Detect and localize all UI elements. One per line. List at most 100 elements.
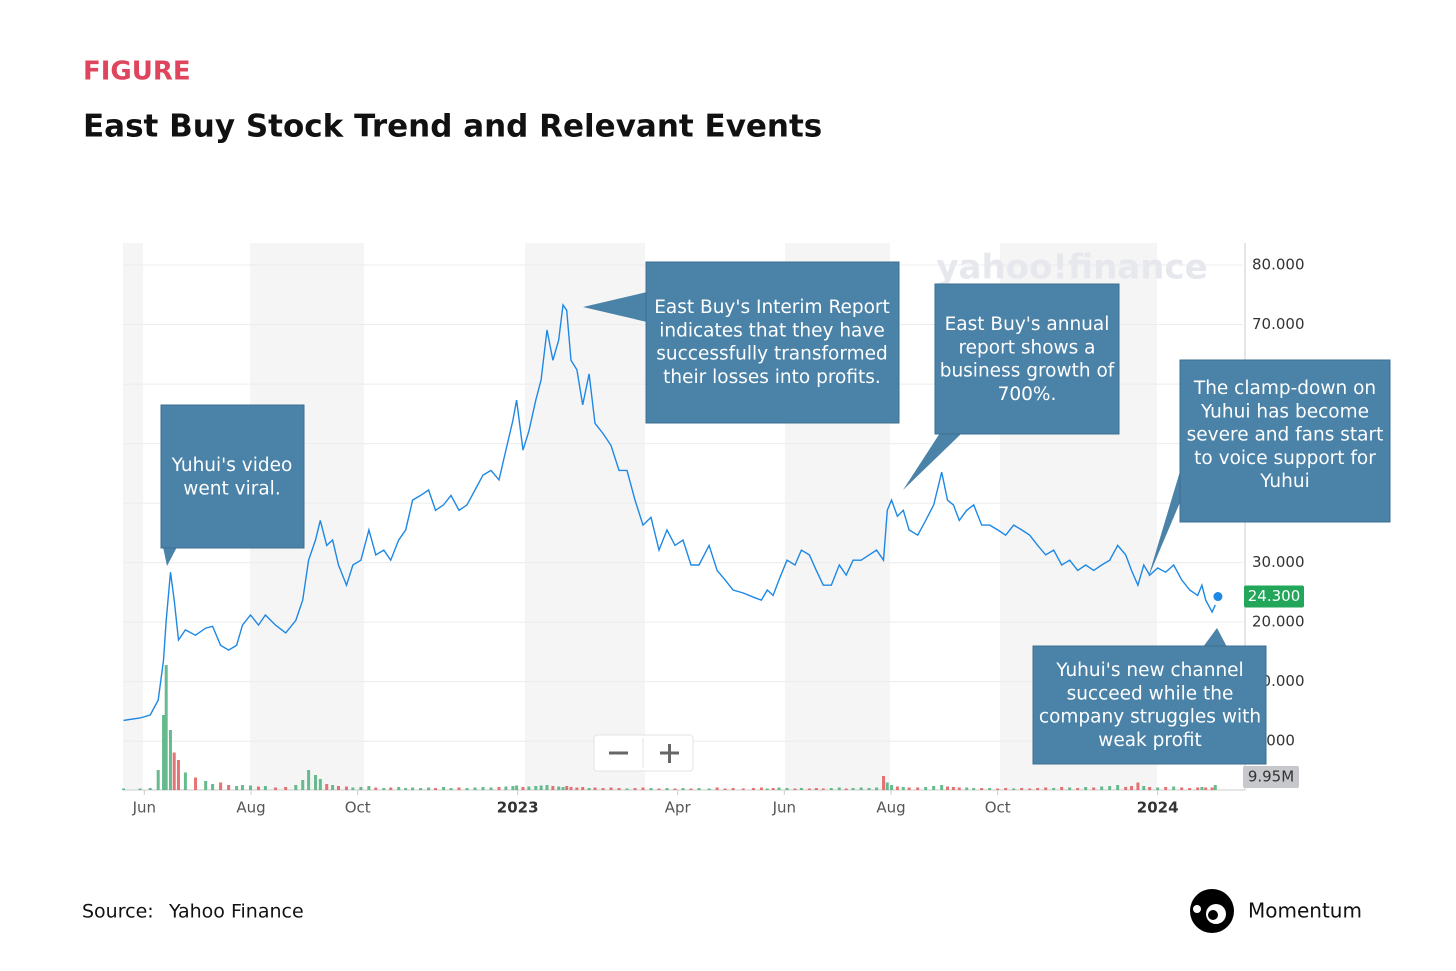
volume-bar [1004, 788, 1008, 790]
volume-bar [194, 777, 198, 790]
volume-bar [793, 788, 797, 790]
figure-label: FIGURE [83, 57, 191, 87]
volume-bar [359, 787, 363, 790]
volume-bar [980, 788, 984, 790]
volume-bar [1028, 788, 1032, 790]
volume-bar [1213, 785, 1217, 790]
annotation-box [1032, 645, 1267, 765]
volume-bar [318, 779, 322, 790]
volume-bar [777, 787, 781, 790]
last-volume-badge [1243, 766, 1299, 788]
month-band [123, 243, 143, 790]
annotation-pointer [583, 292, 647, 322]
volume-bar [1084, 787, 1088, 790]
volume-bar [156, 770, 160, 790]
volume-bar [741, 788, 745, 790]
volume-bar [1200, 787, 1204, 790]
logo-dot [1208, 910, 1218, 920]
volume-bar [609, 787, 613, 790]
volume-bar [374, 787, 378, 790]
volume-bar [996, 788, 1000, 790]
volume-bar [397, 787, 401, 790]
y-tick-label: 30.000 [1252, 553, 1305, 571]
volume-bar [575, 787, 579, 790]
volume-bar [1172, 786, 1176, 790]
volume-bar [1036, 788, 1040, 790]
volume-bar [785, 788, 789, 790]
volume-bar [515, 785, 519, 790]
volume-bar [837, 787, 841, 790]
volume-bar [1142, 786, 1146, 790]
volume-bar [284, 787, 288, 790]
volume-bar [1136, 782, 1140, 790]
volume-bar [569, 787, 573, 790]
brand: Momentum [1248, 899, 1362, 923]
volume-bar [227, 785, 231, 790]
volume-bar [1204, 787, 1208, 790]
volume-bar [481, 787, 485, 790]
volume-bar [844, 788, 848, 790]
volume-bar [489, 787, 493, 790]
x-tick-label: Oct [985, 799, 1011, 817]
volume-bar [890, 785, 894, 790]
volume-bar [751, 788, 755, 790]
volume-bar [1012, 788, 1016, 790]
volume-bar [497, 787, 501, 790]
annotation-text: succeed while the [1067, 683, 1234, 704]
volume-bar [465, 788, 469, 790]
volume-bar [256, 786, 260, 790]
volume-bar [534, 786, 538, 790]
annotation-box [160, 404, 305, 549]
x-tick-label: Oct [345, 799, 371, 817]
volume-bar [1060, 787, 1064, 790]
volume-bar [951, 787, 955, 790]
volume-bar [473, 787, 477, 790]
volume-bar [148, 788, 152, 790]
volume-bar [715, 787, 719, 790]
x-tick-label: Apr [665, 799, 692, 817]
volume-bar [504, 786, 508, 790]
volume-bar [859, 787, 863, 790]
annotation-text: Yuhui's video [171, 455, 293, 476]
volume-bar [1164, 787, 1168, 790]
volume-bar [988, 788, 992, 790]
watermark: yahoo!finance [936, 248, 1207, 288]
chart-title: East Buy Stock Trend and Relevant Events [83, 109, 822, 145]
volume-bar [557, 786, 561, 790]
volume-bar [1188, 788, 1192, 790]
volume-bar [1196, 787, 1200, 790]
volume-bar [404, 788, 408, 790]
annotation-box [645, 261, 900, 424]
annotation-text: went viral. [183, 478, 280, 499]
volume-bar [731, 788, 735, 790]
volume-bar [389, 787, 393, 790]
volume-bar [331, 785, 335, 790]
zoom-control[interactable] [593, 734, 694, 772]
annotation-pointer [163, 547, 177, 566]
volume-bar [771, 788, 775, 790]
volume-bar [1124, 787, 1128, 790]
volume-bar [172, 752, 176, 790]
volume-bar [1100, 786, 1104, 790]
volume-bar [545, 785, 549, 790]
volume-bar [176, 760, 180, 790]
volume-bar [593, 787, 597, 790]
annotation-text: severe and fans start [1187, 425, 1384, 446]
volume-bar [723, 788, 727, 790]
x-tick-label: Aug [236, 799, 265, 817]
annotation-text: Yuhui's new channel [1055, 660, 1243, 681]
source-label: Source: [82, 901, 154, 923]
volume-bar [551, 786, 555, 790]
volume-bar [211, 784, 215, 790]
volume-bar [183, 772, 187, 790]
source: Yahoo Finance [168, 901, 304, 923]
annotation-pointer [1203, 628, 1227, 647]
annotation-box [934, 283, 1120, 435]
volume-bar [248, 785, 252, 790]
x-tick-label: Aug [876, 799, 905, 817]
volume-bar [916, 787, 920, 790]
